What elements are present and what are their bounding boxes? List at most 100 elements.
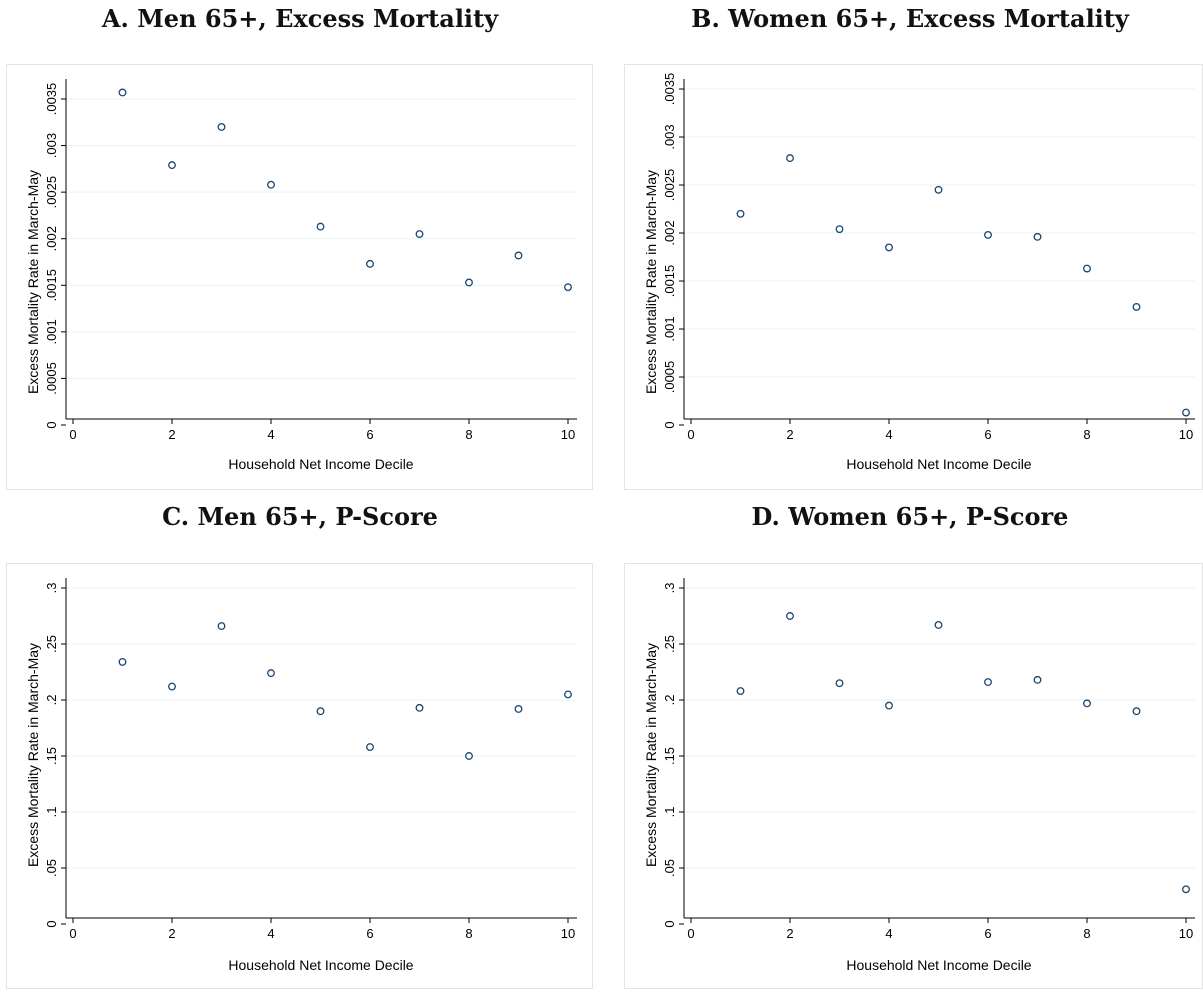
b-y-tick-label: .003 bbox=[662, 124, 677, 149]
d-y-tick-label: .1 bbox=[662, 807, 677, 818]
panel-a-plot-area: 0 .0005 .001 .0015 .002 .0025 .003 .0035 0 2 4 6 8 10… bbox=[6, 64, 593, 490]
c-y-tick-label: .25 bbox=[44, 635, 59, 653]
d-data-point bbox=[934, 621, 943, 629]
b-y-tick-label: .0035 bbox=[662, 73, 677, 106]
c-x-tick-label: 8 bbox=[465, 926, 472, 941]
d-x-tick-label: 0 bbox=[687, 926, 694, 941]
a-x-tick-label: 10 bbox=[561, 427, 575, 442]
a-y-tick-label: .002 bbox=[44, 226, 59, 251]
panel-b-chart: 0 .0005 .001 .0015 .002 .0025 .003 .0035 0 2 4 6 8 10… bbox=[643, 73, 1195, 472]
a-x-tick-label: 6 bbox=[366, 427, 373, 442]
b-data-point bbox=[885, 243, 893, 252]
c-y-tick-label: .05 bbox=[44, 859, 59, 877]
a-y-tick-label: .001 bbox=[44, 319, 59, 344]
d-data-point bbox=[736, 687, 745, 695]
a-y-tick-label: .0035 bbox=[44, 83, 59, 116]
a-data-point bbox=[267, 180, 275, 189]
panel-c-plot-area: 0 .05 .1 .15 .2 .25 .3 0 2 4 6 8 10 Household Net In… bbox=[6, 563, 593, 989]
d-data-point bbox=[1033, 675, 1042, 684]
d-x-tick-label: 4 bbox=[885, 926, 892, 941]
d-x-tick-label: 6 bbox=[984, 926, 991, 941]
panel-d-chart: 0 .05 .1 .15 .2 .25 .3 0 2 4 6 8 10 Household Net In… bbox=[643, 578, 1195, 973]
a-x-tick-label: 2 bbox=[168, 427, 175, 442]
d-y-tick-label: .25 bbox=[662, 635, 677, 653]
panel-a-x-axis-label: Household Net Income Decile bbox=[228, 456, 413, 472]
a-data-point bbox=[316, 222, 325, 231]
d-y-tick-label: .05 bbox=[662, 859, 677, 877]
c-y-tick-label: .15 bbox=[44, 747, 59, 765]
c-data-point bbox=[316, 707, 325, 716]
d-data-point bbox=[984, 678, 992, 687]
a-data-point bbox=[217, 122, 226, 131]
panel-d-x-axis-label: Household Net Income Decile bbox=[846, 957, 1031, 973]
d-data-point bbox=[786, 612, 794, 620]
panel-c-title: C. Men 65+, P-Score bbox=[162, 502, 438, 531]
b-data-point bbox=[1083, 264, 1091, 273]
a-x-tick-label: 0 bbox=[69, 427, 76, 442]
a-data-point bbox=[564, 283, 572, 292]
c-x-tick-label: 10 bbox=[561, 926, 575, 941]
panel-b-plot-area: 0 .0005 .001 .0015 .002 .0025 .003 .0035 0 2 4 6 8 10… bbox=[624, 64, 1203, 490]
b-data-point bbox=[1182, 408, 1190, 417]
a-data-point bbox=[118, 88, 127, 97]
b-data-point bbox=[1132, 302, 1141, 311]
b-x-tick-label: 4 bbox=[885, 427, 892, 442]
d-data-point bbox=[1083, 699, 1091, 708]
panel-c-chart: 0 .05 .1 .15 .2 .25 .3 0 2 4 6 8 10 Household Net In… bbox=[25, 578, 577, 973]
panel-b-y-axis-label: Excess Mortality Rate in March-May bbox=[643, 170, 659, 394]
a-data-point bbox=[168, 161, 176, 170]
d-data-point bbox=[1182, 885, 1190, 894]
b-data-point bbox=[1033, 232, 1042, 241]
d-x-tick-label: 8 bbox=[1083, 926, 1090, 941]
d-x-tick-label: 10 bbox=[1179, 926, 1193, 941]
b-y-tick-label: .002 bbox=[662, 220, 677, 245]
c-x-tick-label: 4 bbox=[267, 926, 274, 941]
b-y-tick-label: .0015 bbox=[662, 265, 677, 298]
c-y-tick-label: 0 bbox=[44, 920, 59, 927]
c-y-tick-label: .3 bbox=[44, 583, 59, 594]
c-data-point bbox=[465, 752, 473, 760]
a-data-point bbox=[514, 251, 523, 260]
d-y-tick-label: 0 bbox=[662, 920, 677, 927]
d-y-tick-label: .2 bbox=[662, 695, 677, 706]
panel-d-y-axis-label: Excess Mortality Rate in March-May bbox=[643, 643, 659, 867]
b-x-tick-label: 6 bbox=[984, 427, 991, 442]
b-y-tick-label: .001 bbox=[662, 316, 677, 341]
c-data-point bbox=[168, 682, 176, 691]
b-data-point bbox=[786, 154, 794, 163]
a-y-tick-label: .0025 bbox=[44, 176, 59, 209]
c-data-point bbox=[415, 703, 424, 712]
c-y-tick-label: .2 bbox=[44, 695, 59, 706]
a-x-tick-label: 4 bbox=[267, 427, 274, 442]
a-y-tick-label: .0005 bbox=[44, 362, 59, 395]
panel-a-y-axis-label: Excess Mortality Rate in March-May bbox=[25, 170, 41, 394]
c-data-point bbox=[366, 743, 374, 751]
d-y-tick-label: .3 bbox=[662, 583, 677, 594]
panel-d-title: D. Women 65+, P-Score bbox=[751, 502, 1069, 531]
c-data-point bbox=[118, 657, 127, 666]
b-y-tick-label: .0025 bbox=[662, 169, 677, 202]
a-y-tick-label: 0 bbox=[44, 421, 59, 428]
panel-c-x-axis-label: Household Net Income Decile bbox=[228, 957, 413, 973]
a-data-point bbox=[465, 278, 473, 287]
b-data-point bbox=[835, 225, 844, 234]
d-data-point bbox=[835, 679, 844, 688]
a-data-point bbox=[415, 230, 424, 239]
b-x-tick-label: 8 bbox=[1083, 427, 1090, 442]
c-x-tick-label: 2 bbox=[168, 926, 175, 941]
b-y-tick-label: .0005 bbox=[662, 361, 677, 394]
c-data-point bbox=[564, 690, 572, 699]
c-data-point bbox=[514, 705, 523, 713]
a-data-point bbox=[366, 259, 374, 268]
a-y-tick-label: .003 bbox=[44, 133, 59, 158]
b-data-point bbox=[984, 230, 992, 239]
d-y-tick-label: .15 bbox=[662, 747, 677, 765]
b-x-tick-label: 0 bbox=[687, 427, 694, 442]
b-x-tick-label: 10 bbox=[1179, 427, 1193, 442]
panel-b-title: B. Women 65+, Excess Mortality bbox=[691, 4, 1129, 33]
a-y-tick-label: .0015 bbox=[44, 269, 59, 302]
c-data-point bbox=[267, 669, 275, 678]
panel-a-title: A. Men 65+, Excess Mortality bbox=[101, 4, 499, 33]
b-data-point bbox=[934, 185, 943, 194]
c-y-tick-label: .1 bbox=[44, 807, 59, 818]
